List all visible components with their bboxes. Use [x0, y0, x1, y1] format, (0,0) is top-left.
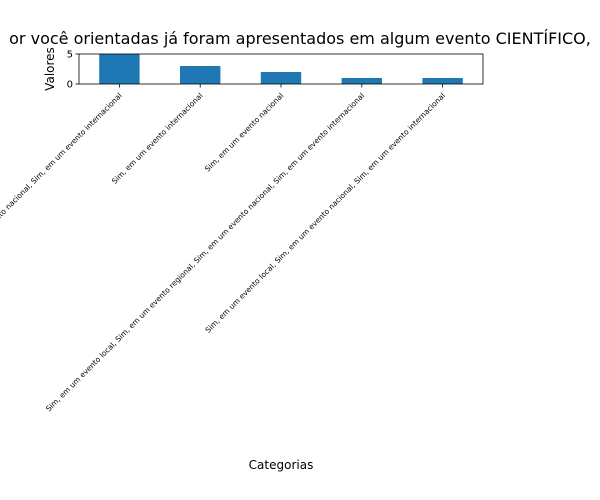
y-tick-label: 0 [67, 80, 73, 91]
x-tick-label: Sim, em um evento local, Sim, em um even… [44, 91, 366, 413]
y-axis-label: Valores [43, 47, 57, 91]
plot-area: 0 5 Sim, em um evento nacional, Sim, em um… [0, 50, 484, 413]
bar [180, 66, 221, 84]
x-axis-label: Categorias [249, 458, 314, 472]
y-tick-label: 5 [67, 50, 73, 61]
bar [99, 54, 140, 84]
bar [422, 78, 463, 84]
x-tick-label: Sim, em um evento nacional [203, 91, 285, 173]
x-tick-label: Sim, em um evento nacional, Sim, em um e… [0, 91, 124, 265]
chart-title: or você orientadas já foram apresentados… [9, 29, 591, 48]
bar [260, 72, 302, 84]
bar [341, 78, 382, 84]
x-tick-label: Sim, em um evento internacional [110, 91, 205, 186]
